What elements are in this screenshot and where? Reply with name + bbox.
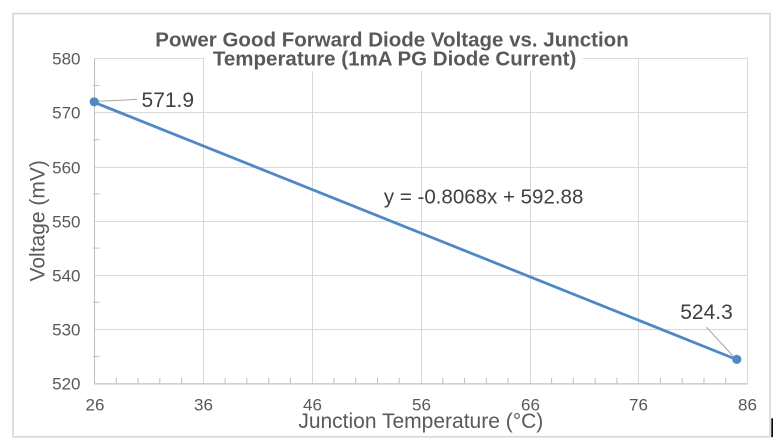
svg-text:Power Good Forward Diode Volta: Power Good Forward Diode Voltage vs. Jun… (155, 29, 628, 52)
svg-text:580: 580 (52, 49, 80, 68)
svg-text:550: 550 (52, 212, 80, 231)
svg-text:36: 36 (194, 396, 213, 415)
svg-text:Junction Temperature (°C): Junction Temperature (°C) (298, 410, 543, 433)
svg-text:571.9: 571.9 (142, 89, 195, 112)
svg-text:570: 570 (52, 103, 80, 122)
svg-text:524.3: 524.3 (680, 301, 733, 324)
svg-text:520: 520 (52, 374, 80, 393)
svg-text:26: 26 (86, 396, 105, 415)
svg-text:Temperature (1mA PG Diode Curr: Temperature (1mA PG Diode Current) (213, 48, 576, 71)
svg-text:540: 540 (52, 266, 80, 285)
svg-text:46: 46 (303, 396, 322, 415)
svg-text:76: 76 (629, 396, 648, 415)
svg-text:86: 86 (738, 396, 757, 415)
svg-text:y = -0.8068x + 592.88: y = -0.8068x + 592.88 (384, 186, 583, 209)
svg-text:Voltage (mV): Voltage (mV) (27, 160, 50, 281)
svg-text:530: 530 (52, 320, 80, 339)
svg-text:560: 560 (52, 158, 80, 177)
svg-text:56: 56 (412, 396, 431, 415)
svg-text:66: 66 (521, 396, 540, 415)
